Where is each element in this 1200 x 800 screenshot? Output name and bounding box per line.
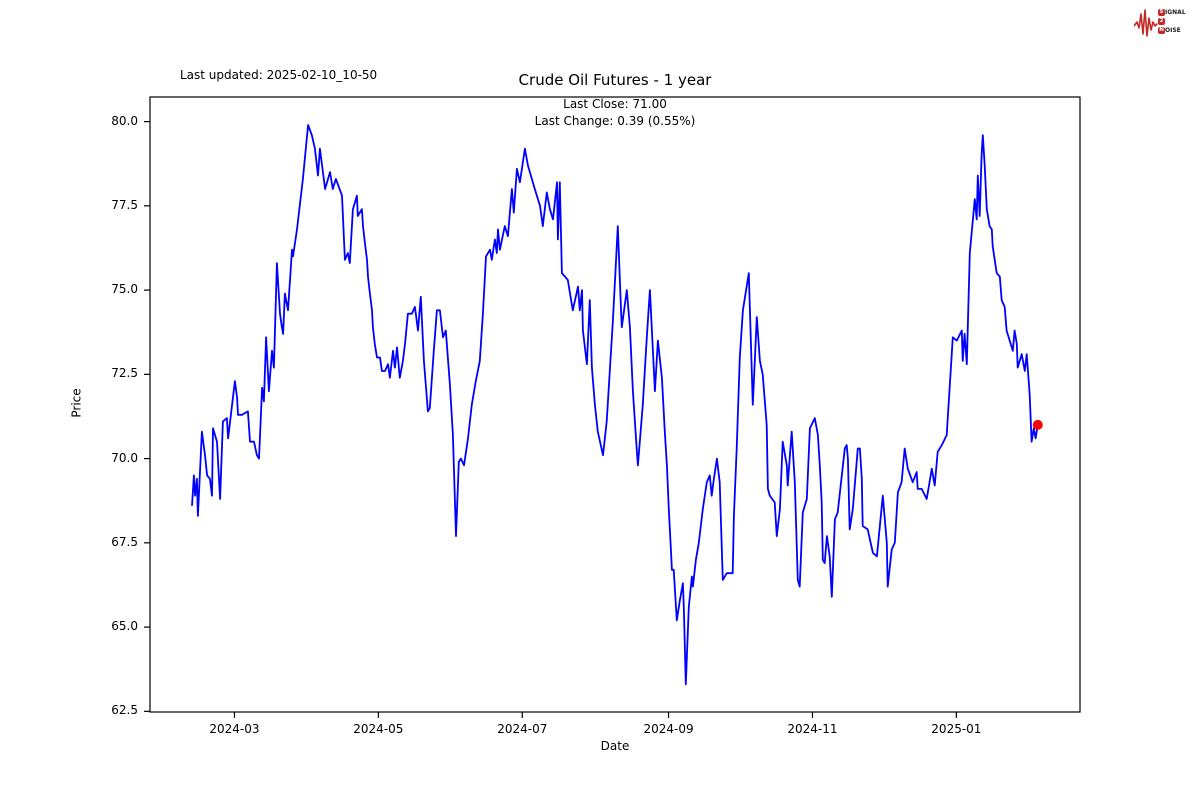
x-tick-label-2024-05: 2024-05 bbox=[353, 722, 404, 736]
logo-row-0: S IGNAL bbox=[1158, 7, 1186, 16]
logo-text: S IGNAL 2 NOISE bbox=[1158, 7, 1186, 34]
x-tick-label-2024-11: 2024-11 bbox=[787, 722, 838, 736]
y-tick-label-67.5: 67.5 bbox=[111, 534, 138, 549]
logo-badge: 2 bbox=[1158, 18, 1165, 25]
logo-row-1: 2 bbox=[1158, 16, 1186, 25]
last-close-marker bbox=[1032, 419, 1043, 430]
y-tick-label-70.0: 70.0 bbox=[111, 450, 138, 465]
x-axis-title: Date bbox=[600, 739, 630, 753]
waveform-icon bbox=[1134, 9, 1158, 37]
y-tick-label-62.5: 62.5 bbox=[111, 703, 138, 718]
price-line bbox=[191, 124, 1039, 686]
logo-word: OISE bbox=[1165, 27, 1181, 34]
last-change-annotation: Last Change: 0.39 (0.55%) bbox=[534, 114, 696, 128]
logo-badge: S bbox=[1158, 9, 1165, 16]
y-tick-label-72.5: 72.5 bbox=[111, 366, 138, 381]
plot-border bbox=[149, 96, 1081, 713]
chart-title: Crude Oil Futures - 1 year bbox=[518, 71, 712, 89]
x-tick-label-2024-09: 2024-09 bbox=[643, 722, 694, 736]
y-tick-label-75.0: 75.0 bbox=[111, 282, 138, 297]
signal2noise-logo: S IGNAL 2 NOISE bbox=[1134, 4, 1194, 44]
y-tick-label-80.0: 80.0 bbox=[111, 113, 138, 128]
last-updated-text: Last updated: 2025-02-10_10-50 bbox=[180, 68, 378, 82]
logo-word: IGNAL bbox=[1165, 9, 1186, 16]
y-tick-label-65.0: 65.0 bbox=[111, 619, 138, 634]
last-close-annotation: Last Close: 71.00 bbox=[563, 97, 667, 111]
logo-badge: N bbox=[1158, 27, 1165, 34]
x-tick-label-2024-03: 2024-03 bbox=[209, 722, 260, 736]
y-tick-label-77.5: 77.5 bbox=[111, 197, 138, 212]
x-tick-label-2025-01: 2025-01 bbox=[931, 722, 982, 736]
x-tick-label-2024-07: 2024-07 bbox=[497, 722, 548, 736]
logo-row-2: NOISE bbox=[1158, 25, 1186, 34]
